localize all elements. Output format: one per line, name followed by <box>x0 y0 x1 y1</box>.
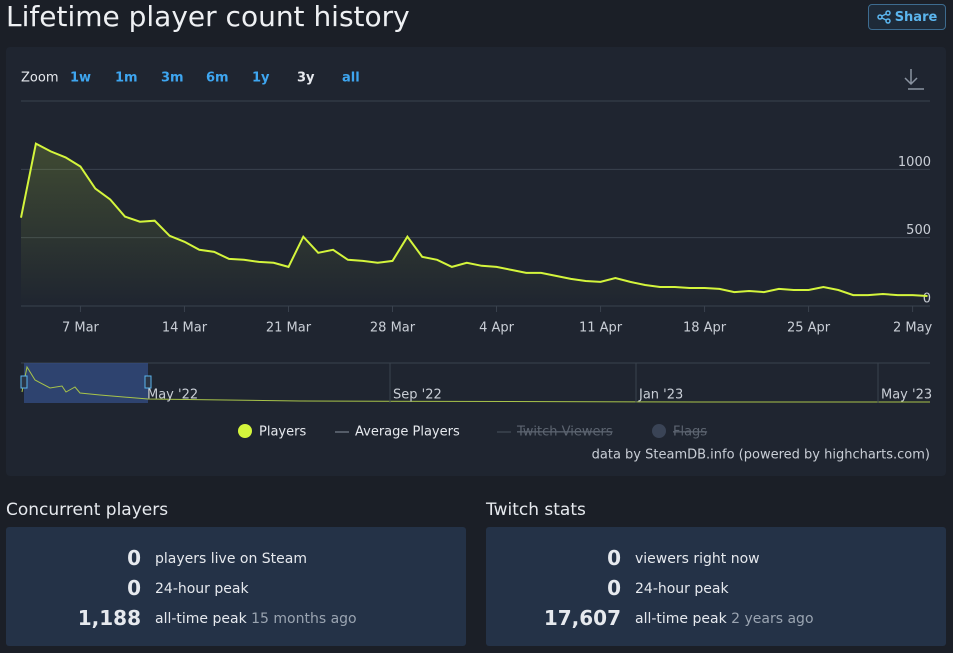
stat-value: 1,188 <box>77 606 141 630</box>
navigator-label: May '22 <box>147 388 198 403</box>
stat-label: 24-hour peak <box>155 581 249 597</box>
credits: data by SteamDB.info (powered by highcha… <box>592 448 930 463</box>
stat-label-text: 24-hour peak <box>155 581 249 597</box>
zoom-button[interactable]: 3m <box>161 71 184 86</box>
stat-label-text: all-time peak <box>155 611 247 627</box>
legend-label[interactable]: Twitch Viewers <box>516 425 613 440</box>
stat-title: Twitch stats <box>486 500 586 520</box>
zoom-button[interactable]: 6m <box>206 71 229 86</box>
share-icon <box>876 10 891 24</box>
x-tick-label: 7 Mar <box>62 321 100 336</box>
x-tick-label: 25 Apr <box>787 321 831 336</box>
x-tick-label: 11 Apr <box>579 321 623 336</box>
navigator <box>21 363 930 403</box>
zoom-button[interactable]: 1y <box>252 71 270 86</box>
navigator-handle[interactable] <box>144 375 152 389</box>
stat-note: 15 months ago <box>251 611 357 627</box>
zoom-label: Zoom <box>21 71 58 86</box>
stat-label: viewers right now <box>635 551 760 567</box>
legend-label[interactable]: Average Players <box>355 425 460 440</box>
legend-marker <box>652 424 666 438</box>
stat-title: Concurrent players <box>6 500 169 520</box>
stat-row: 0 viewers right now <box>486 543 946 573</box>
navigator-label: Jan '23 <box>638 388 683 403</box>
stat-panel: 0 viewers right now 0 24-hour peak 17,607 all… <box>486 527 946 646</box>
stat-value: 17,607 <box>543 606 621 630</box>
x-tick-label: 4 Apr <box>479 321 515 336</box>
share-button[interactable]: Share <box>868 4 946 30</box>
download-icon[interactable] <box>904 69 924 90</box>
stat-note: 2 years ago <box>731 611 814 627</box>
area <box>21 143 928 306</box>
stat-row: 0 24-hour peak <box>6 573 466 603</box>
stat-label: players live on Steam <box>155 551 307 567</box>
legend-marker <box>238 424 252 438</box>
legend-label[interactable]: Flags <box>673 425 707 440</box>
y-tick-label: 1000 <box>898 155 931 170</box>
stat-row: 1,188 all-time peak 15 months ago <box>6 603 466 633</box>
stat-label: all-time peak 2 years ago <box>635 611 814 627</box>
stat-value: 0 <box>127 546 141 570</box>
x-tick-label: 18 Apr <box>683 321 727 336</box>
stat-row: 17,607 all-time peak 2 years ago <box>486 603 946 633</box>
stat-value: 0 <box>127 576 141 600</box>
stat-label-text: players live on Steam <box>155 551 307 567</box>
x-tick-label: 21 Mar <box>266 321 312 336</box>
stat-label: all-time peak 15 months ago <box>155 611 357 627</box>
x-tick-label: 2 May <box>893 321 933 336</box>
x-tick-label: 14 Mar <box>162 321 208 336</box>
stat-label: 24-hour peak <box>635 581 729 597</box>
stat-label-text: all-time peak <box>635 611 727 627</box>
zoom-button[interactable]: 3y <box>297 71 315 86</box>
x-tick-label: 28 Mar <box>370 321 416 336</box>
navigator-label: May '23 <box>881 388 932 403</box>
stat-label-text: viewers right now <box>635 551 760 567</box>
stat-label-text: 24-hour peak <box>635 581 729 597</box>
zoom-button[interactable]: all <box>342 71 360 86</box>
line <box>20 142 928 297</box>
zoom-button[interactable]: 1w <box>70 71 91 86</box>
navigator-line <box>21 365 930 403</box>
navigator-handle[interactable] <box>20 375 28 389</box>
page-title: Lifetime player count history <box>6 0 410 33</box>
share-label: Share <box>894 9 938 25</box>
stat-value: 0 <box>607 546 621 570</box>
stat-row: 0 24-hour peak <box>486 573 946 603</box>
zoom-button[interactable]: 1m <box>115 71 138 86</box>
stat-value: 0 <box>607 576 621 600</box>
navigator-selection[interactable] <box>24 363 148 403</box>
stat-row: 0 players live on Steam <box>6 543 466 573</box>
navigator-label: Sep '22 <box>393 388 442 403</box>
y-tick-label: 500 <box>906 223 931 238</box>
stat-panel: 0 players live on Steam 0 24-hour peak 1,188… <box>6 527 466 646</box>
legend-label[interactable]: Players <box>259 425 306 440</box>
